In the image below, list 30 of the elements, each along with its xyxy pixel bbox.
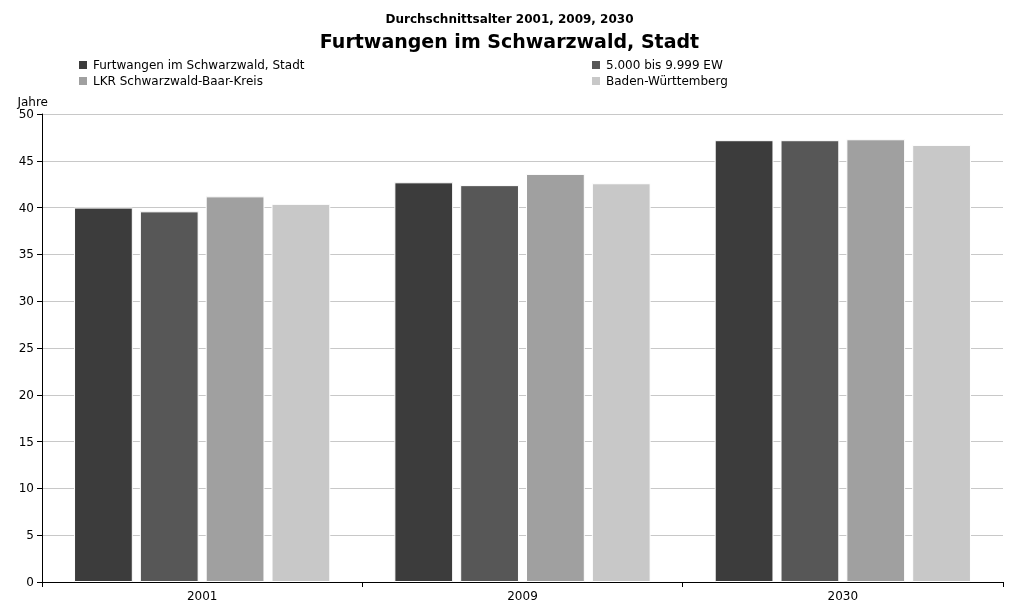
- legend-label: 5.000 bis 9.999 EW: [606, 58, 723, 72]
- bar: [714, 140, 774, 582]
- y-tick-label: 45: [18, 153, 34, 168]
- y-tick-label: 5: [26, 528, 34, 543]
- x-tick-label: 2001: [186, 589, 218, 603]
- y-tick-label: 0: [26, 575, 34, 589]
- legend-label: Baden-Württemberg: [606, 74, 728, 88]
- y-axis-title: Jahre: [16, 95, 48, 109]
- bar: [205, 196, 265, 582]
- y-tick-label: 35: [18, 247, 34, 262]
- y-tick-label: 50: [18, 107, 34, 121]
- legend-label: Furtwangen im Schwarzwald, Stadt: [93, 58, 305, 72]
- y-tick-label: 30: [18, 294, 34, 309]
- y-tick-label: 20: [18, 387, 34, 402]
- y-tick-label: 15: [18, 434, 34, 449]
- bar: [846, 139, 906, 582]
- bar: [394, 182, 454, 582]
- chart-title: Furtwangen im Schwarzwald, Stadt: [319, 29, 700, 52]
- bar: [526, 173, 585, 582]
- bar: [460, 185, 519, 582]
- x-tick-label: 2030: [827, 589, 859, 603]
- bar: [780, 140, 840, 582]
- legend-label: LKR Schwarzwald-Baar-Kreis: [93, 74, 263, 88]
- y-tick-label: 25: [18, 341, 34, 355]
- bar: [139, 211, 199, 582]
- x-tick-label: 2009: [507, 589, 538, 603]
- y-tick-label: 40: [18, 200, 34, 215]
- bar: [74, 207, 133, 582]
- chart-subtitle: Durchschnittsalter 2001, 2009, 2030: [385, 12, 634, 26]
- y-tick-label: 10: [18, 481, 34, 496]
